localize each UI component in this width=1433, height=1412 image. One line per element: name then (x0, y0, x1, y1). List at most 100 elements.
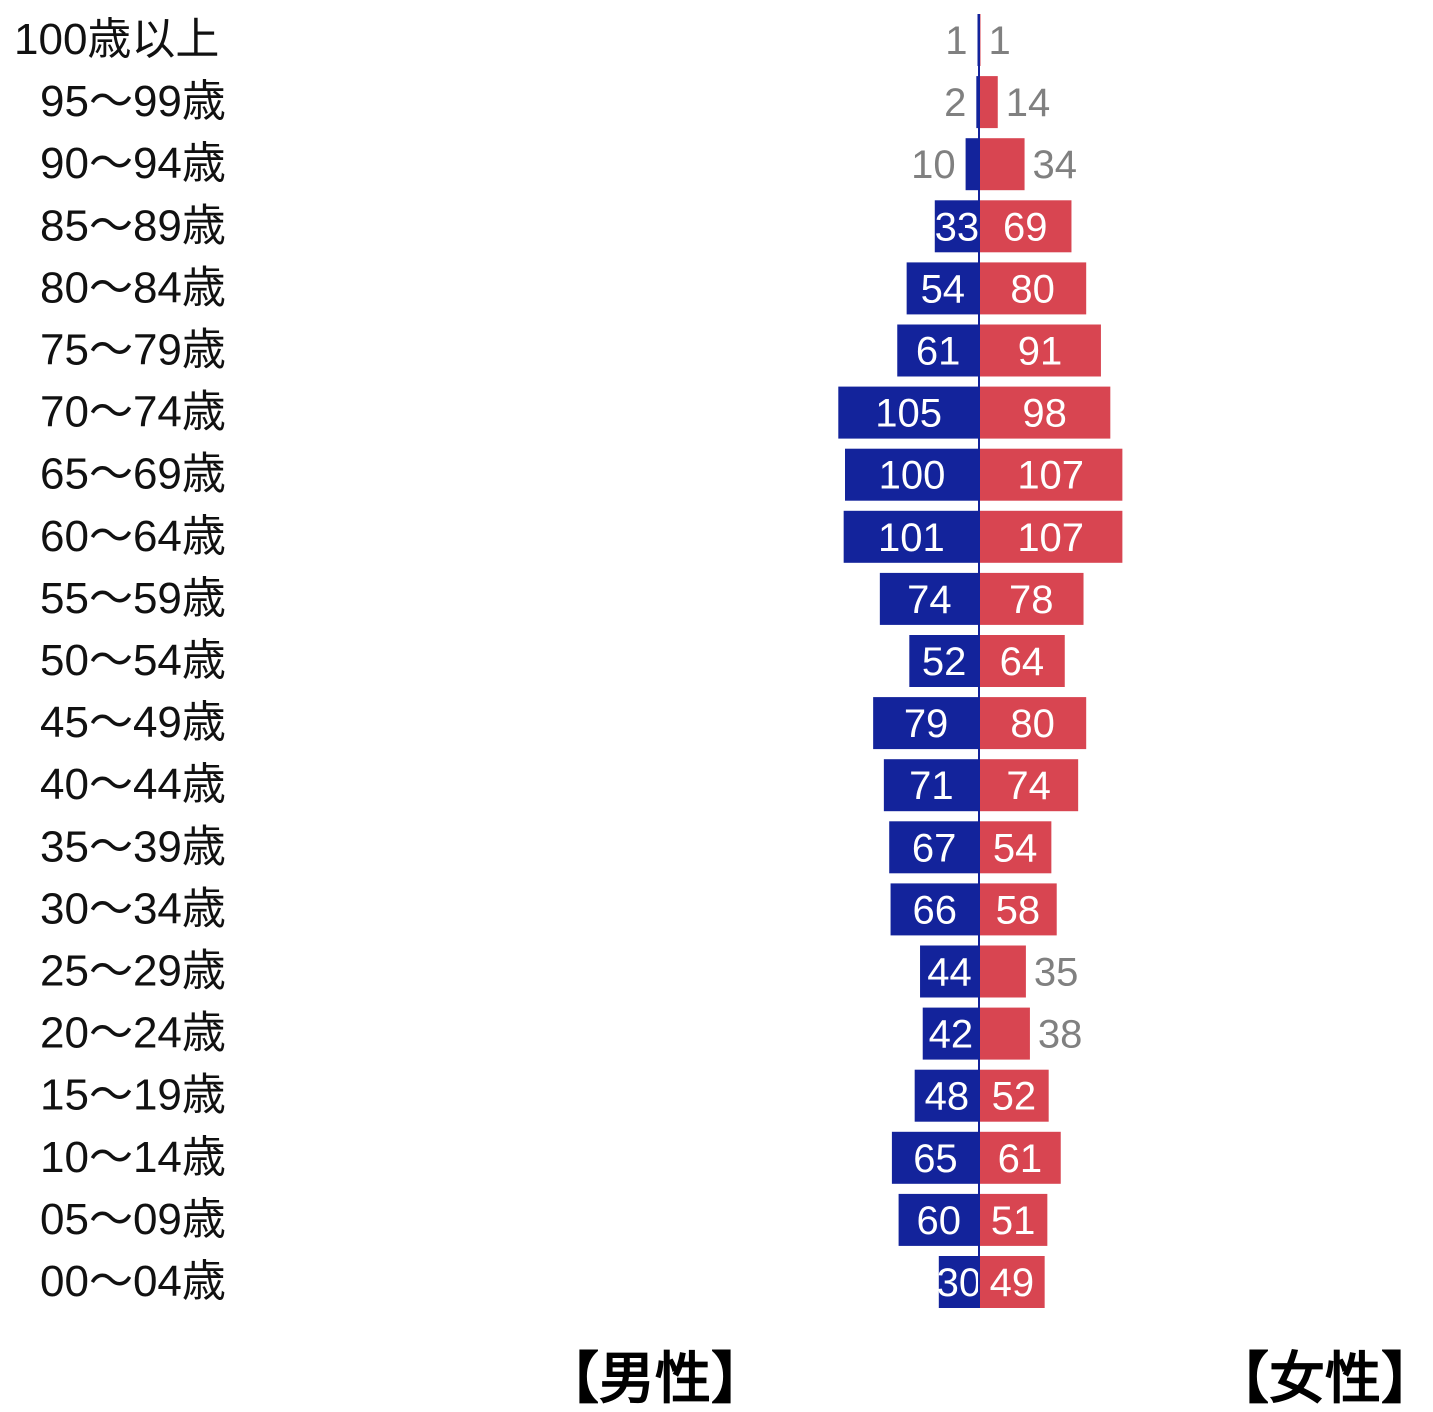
value-label-female: 54 (993, 826, 1038, 870)
value-label-male: 105 (875, 392, 942, 436)
value-label-female: 69 (1003, 205, 1048, 249)
bar-male (883, 759, 979, 812)
bar-female (979, 1256, 1045, 1308)
bar-female (979, 448, 1123, 501)
bar-female (979, 1131, 1061, 1184)
bar-group (838, 14, 1123, 1308)
value-label-male: 71 (909, 764, 954, 808)
age-label: 15〜19歳 (40, 1071, 226, 1120)
bar-female (979, 1007, 1030, 1060)
bar-male (922, 1007, 979, 1060)
bar-male (897, 324, 979, 377)
age-label: 70〜74歳 (40, 388, 226, 437)
value-label-female: 49 (990, 1261, 1035, 1305)
value-label-female: 58 (996, 888, 1041, 932)
value-label-male: 100 (879, 454, 946, 498)
value-label-male: 61 (916, 330, 961, 374)
value-label-male: 65 (913, 1137, 958, 1181)
bar-male (889, 821, 979, 874)
bar-female (979, 697, 1087, 750)
value-label-female: 38 (1038, 1013, 1083, 1057)
value-label-female: 98 (1022, 392, 1067, 436)
bar-male (890, 883, 979, 936)
age-label: 50〜54歳 (40, 636, 226, 685)
age-label: 90〜94歳 (40, 139, 226, 188)
bar-male (898, 1193, 979, 1246)
value-label-male: 66 (913, 888, 958, 932)
value-label-male: 67 (912, 826, 957, 870)
value-label-male: 44 (927, 951, 972, 995)
value-label-male: 74 (907, 578, 952, 622)
bar-male (891, 1131, 979, 1184)
bar-male (965, 138, 979, 191)
value-label-male: 48 (925, 1075, 970, 1119)
age-label: 75〜79歳 (40, 326, 226, 375)
value-label-male: 33 (935, 205, 980, 249)
value-label-male: 101 (878, 516, 945, 560)
value-label-female: 1 (989, 19, 1011, 63)
bar-female (979, 324, 1101, 377)
value-label-female: 35 (1034, 951, 1079, 995)
value-label-female: 78 (1009, 578, 1054, 622)
value-label-male: 79 (904, 702, 949, 746)
age-label: 55〜59歳 (40, 574, 226, 623)
age-label: 100歳以上 (14, 15, 219, 64)
age-label: 25〜29歳 (40, 947, 226, 996)
value-label-female: 80 (1010, 267, 1055, 311)
value-label-male: 42 (929, 1013, 974, 1057)
bar-male (873, 697, 979, 750)
legend-female: 【女性】 (1213, 1347, 1433, 1412)
age-label: 35〜39歳 (40, 822, 226, 871)
value-label-male: 60 (917, 1199, 962, 1243)
value-label-male: 54 (921, 267, 966, 311)
age-label: 65〜69歳 (40, 450, 226, 499)
bar-male (938, 1256, 979, 1308)
value-label-male: 10 (911, 143, 956, 187)
bar-female (979, 262, 1087, 315)
legend-male: 【男性】 (543, 1347, 767, 1412)
age-label: 10〜14歳 (40, 1133, 226, 1182)
bar-male (914, 1069, 979, 1122)
value-label-female: 52 (992, 1075, 1037, 1119)
bar-female (979, 200, 1072, 253)
bar-male (934, 200, 979, 253)
bar-female (979, 1193, 1048, 1246)
age-label: 45〜49歳 (40, 698, 226, 747)
age-label: 60〜64歳 (40, 512, 226, 561)
age-label-group: 100歳以上 95〜99歳 90〜94歳 85〜89歳 80〜84歳 75〜79歳 70〜7… (14, 15, 226, 1306)
value-label-male: 1 (945, 19, 967, 63)
bar-male (909, 635, 979, 687)
bar-female (979, 635, 1065, 687)
value-label-female: 74 (1006, 764, 1051, 808)
bar-male (906, 262, 979, 315)
age-label: 00〜04歳 (40, 1257, 226, 1306)
bar-male (920, 945, 979, 998)
bar-female (979, 76, 998, 129)
value-label-female: 14 (1006, 81, 1051, 125)
bar-male (976, 76, 979, 129)
bar-male (845, 448, 979, 501)
bar-female (979, 386, 1111, 439)
bar-female (979, 945, 1026, 998)
age-label: 80〜84歳 (40, 263, 226, 312)
age-label: 95〜99歳 (40, 77, 226, 126)
value-label-male: 2 (944, 81, 966, 125)
value-label-female: 91 (1018, 330, 1063, 374)
age-label: 20〜24歳 (40, 1009, 226, 1058)
value-label-female: 61 (998, 1137, 1043, 1181)
value-label-female: 80 (1010, 702, 1055, 746)
value-label-male: 52 (922, 640, 967, 684)
bar-male (879, 572, 979, 625)
bar-female (979, 759, 1079, 812)
value-label-female: 64 (1000, 640, 1045, 684)
age-label: 05〜09歳 (40, 1195, 226, 1244)
bar-female (979, 510, 1123, 563)
value-label-female: 34 (1033, 143, 1078, 187)
bar-female (979, 821, 1052, 874)
value-label-male: 30 (937, 1261, 982, 1305)
age-label: 85〜89歳 (40, 201, 226, 250)
bar-female (979, 138, 1025, 191)
value-label-female: 107 (1017, 454, 1084, 498)
